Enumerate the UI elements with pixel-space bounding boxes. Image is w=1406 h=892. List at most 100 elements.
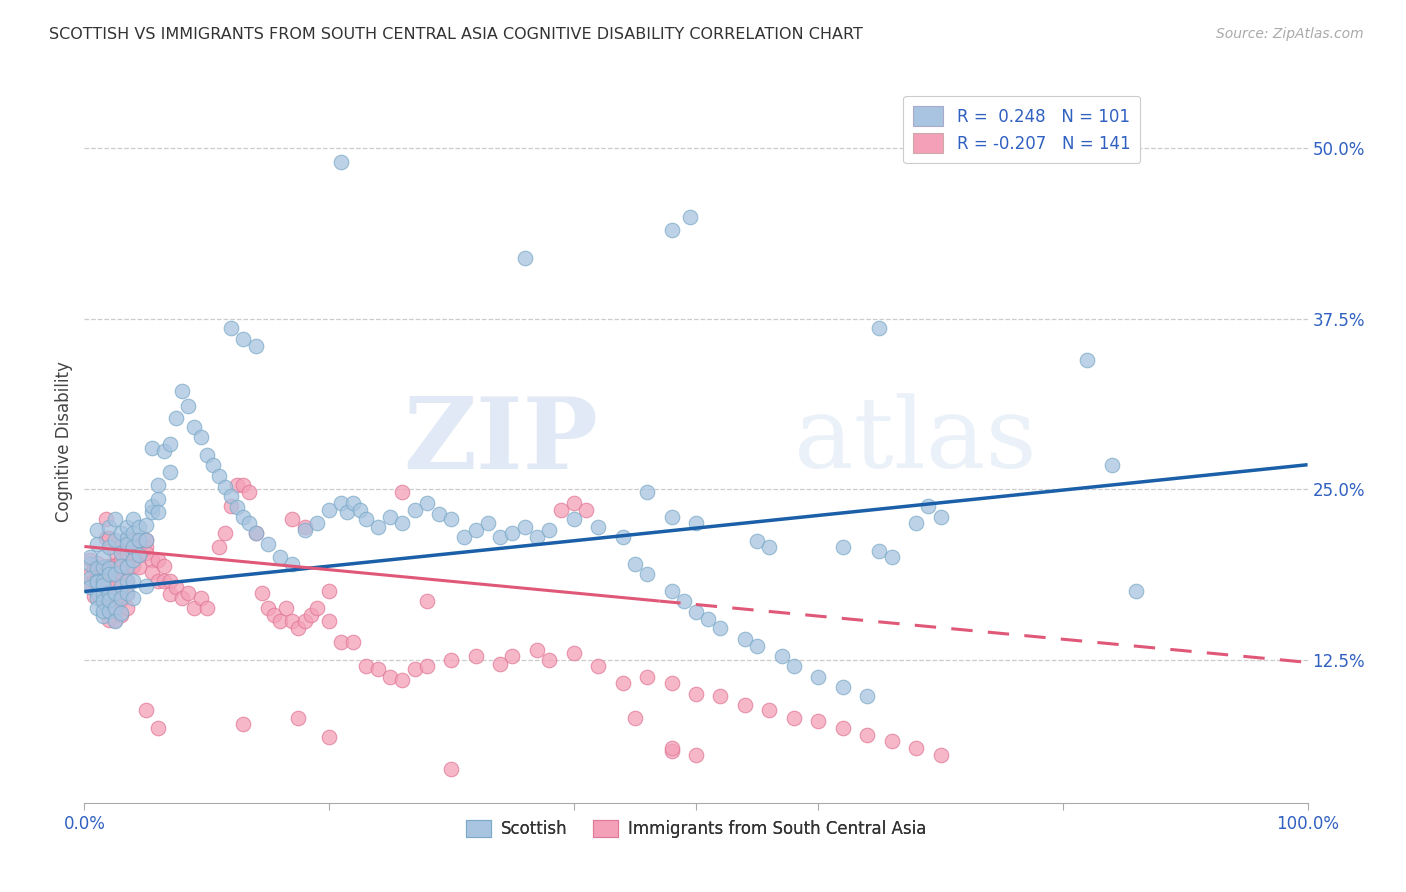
Point xyxy=(190,430,212,444)
Point xyxy=(513,251,536,265)
Point xyxy=(869,543,891,558)
Point xyxy=(586,520,609,534)
Point xyxy=(104,512,127,526)
Point xyxy=(856,690,879,704)
Point xyxy=(661,584,683,599)
Point xyxy=(122,546,145,560)
Point xyxy=(612,676,634,690)
Point xyxy=(86,569,108,583)
Point xyxy=(562,646,585,660)
Point xyxy=(115,533,138,547)
Point xyxy=(141,499,163,513)
Point xyxy=(115,574,138,588)
Point xyxy=(269,550,291,565)
Point xyxy=(141,442,163,456)
Point xyxy=(294,523,316,537)
Point xyxy=(146,553,169,567)
Point xyxy=(122,540,145,554)
Point xyxy=(880,550,903,565)
Point xyxy=(97,532,120,546)
Point xyxy=(96,532,118,546)
Point xyxy=(427,507,450,521)
Point xyxy=(97,599,120,614)
Point xyxy=(104,558,127,573)
Point xyxy=(115,574,138,588)
Point xyxy=(153,574,176,588)
Point xyxy=(354,512,377,526)
Point xyxy=(330,496,353,510)
Point xyxy=(79,553,101,567)
Point xyxy=(141,566,163,580)
Point xyxy=(380,509,402,524)
Point xyxy=(172,384,194,398)
Point xyxy=(104,574,127,588)
Point xyxy=(135,517,157,532)
Point xyxy=(115,587,138,601)
Point xyxy=(929,748,952,763)
Point xyxy=(502,525,524,540)
Point xyxy=(96,586,118,600)
Point xyxy=(747,534,769,549)
Point xyxy=(87,561,110,575)
Point xyxy=(96,599,118,614)
Point xyxy=(661,509,683,524)
Point xyxy=(104,586,127,600)
Point xyxy=(502,648,524,663)
Point xyxy=(226,478,249,492)
Point xyxy=(440,653,463,667)
Point xyxy=(135,540,157,554)
Point xyxy=(440,512,463,526)
Point xyxy=(526,530,548,544)
Point xyxy=(758,540,780,554)
Point xyxy=(91,594,114,608)
Point xyxy=(305,600,328,615)
Point xyxy=(146,491,169,506)
Point xyxy=(464,523,486,537)
Point xyxy=(110,607,132,621)
Point xyxy=(79,576,101,591)
Point xyxy=(110,579,132,593)
Point xyxy=(97,574,120,588)
Point xyxy=(190,591,212,606)
Point xyxy=(135,546,157,560)
Point xyxy=(245,339,267,353)
Point xyxy=(86,574,108,588)
Point xyxy=(104,586,127,600)
Point xyxy=(141,553,163,567)
Point xyxy=(128,520,150,534)
Point xyxy=(97,592,120,607)
Point xyxy=(91,604,114,618)
Point xyxy=(146,574,169,588)
Point xyxy=(1101,458,1123,472)
Point xyxy=(281,615,304,629)
Point xyxy=(880,734,903,748)
Point xyxy=(318,615,340,629)
Point xyxy=(96,558,118,573)
Point xyxy=(104,615,127,629)
Point xyxy=(87,589,110,603)
Point xyxy=(159,465,181,479)
Point xyxy=(122,558,145,573)
Point xyxy=(391,516,413,531)
Point xyxy=(86,591,108,606)
Point xyxy=(122,533,145,547)
Point xyxy=(453,530,475,544)
Point xyxy=(807,670,830,684)
Point xyxy=(685,516,707,531)
Point xyxy=(440,762,463,776)
Point xyxy=(550,502,572,516)
Point xyxy=(330,635,353,649)
Point xyxy=(97,566,120,581)
Point xyxy=(287,711,309,725)
Point xyxy=(685,687,707,701)
Point xyxy=(97,589,120,603)
Point xyxy=(538,523,561,537)
Point xyxy=(783,711,806,725)
Point xyxy=(159,587,181,601)
Point xyxy=(391,673,413,687)
Point xyxy=(477,516,499,531)
Point xyxy=(146,505,169,519)
Point xyxy=(86,523,108,537)
Point xyxy=(135,579,157,593)
Point xyxy=(526,643,548,657)
